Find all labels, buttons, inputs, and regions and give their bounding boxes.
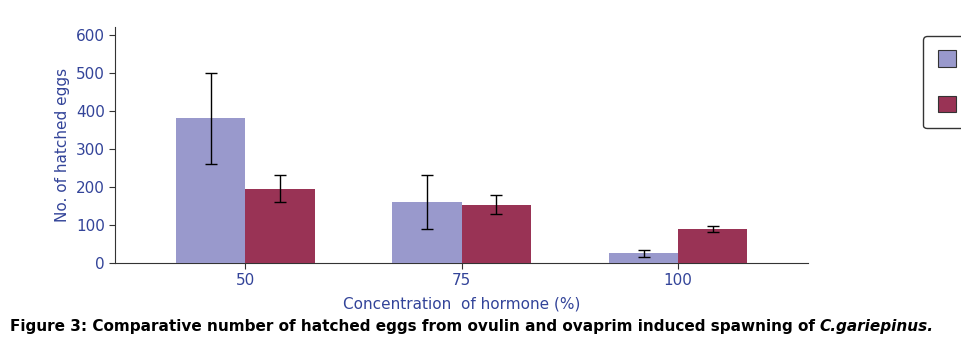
Text: Figure 3: Comparative number of hatched eggs from ovulin and ovaprim induced spa: Figure 3: Comparative number of hatched … [10, 318, 819, 334]
Bar [245, 189, 314, 263]
Y-axis label: No. of hatched eggs: No. of hatched eggs [56, 68, 70, 222]
Text: C.gariepinus.: C.gariepinus. [819, 318, 933, 334]
Bar [392, 202, 461, 263]
X-axis label: Concentration  of hormone (%): Concentration of hormone (%) [343, 297, 579, 312]
Bar [608, 253, 678, 263]
Legend: Ovulin, Ovaprim: Ovulin, Ovaprim [923, 36, 961, 128]
Bar [176, 118, 245, 263]
Bar [678, 228, 747, 263]
Bar [461, 205, 530, 263]
